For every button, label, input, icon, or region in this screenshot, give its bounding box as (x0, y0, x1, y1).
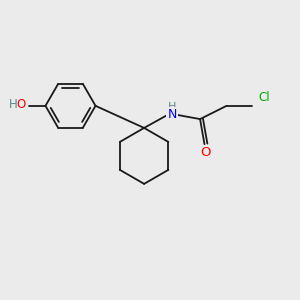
Text: O: O (16, 98, 26, 111)
Text: O: O (200, 146, 210, 159)
Text: Cl: Cl (258, 91, 270, 104)
Text: H: H (9, 98, 18, 111)
Text: N: N (167, 108, 177, 121)
Text: H: H (168, 102, 176, 112)
